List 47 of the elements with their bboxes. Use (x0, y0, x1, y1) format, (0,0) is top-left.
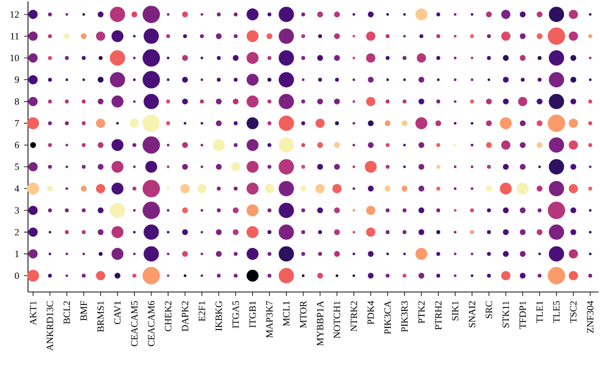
x-tick-label: PTRH2 (435, 301, 442, 330)
x-tick-label: DAPK2 (182, 301, 188, 332)
y-tick-label: 9 (14, 76, 19, 83)
x-tick-label: PDK4 (368, 300, 374, 324)
y-tick-label: 1 (15, 250, 19, 258)
x-tick-label: ITGA5 (232, 301, 239, 328)
x-tick-label: PTK2 (418, 301, 425, 324)
x-tick-label: TLE1 (536, 301, 543, 323)
x-tick-label: MAP3K7 (266, 301, 273, 338)
x-tick-label: ZNF304 (586, 300, 594, 333)
x-tick-label: PIK3R3 (401, 301, 408, 332)
x-tick-label: MYBBP1A (316, 300, 324, 346)
x-tick-label: CEACAM5 (131, 301, 138, 346)
x-tick-label: SIK1 (452, 301, 458, 320)
y-tick-label: 11 (10, 33, 19, 40)
x-tick-label: BRMS1 (97, 301, 104, 332)
x-tick-label: SNAI2 (468, 301, 476, 328)
y-tick-label: 3 (14, 207, 19, 214)
x-tick-label: STK11 (502, 301, 510, 328)
x-tick-label: PIK3CA (384, 300, 391, 334)
y-tick-label: 10 (10, 54, 19, 62)
x-tick-label: CEACAM6 (148, 300, 154, 346)
x-tick-label: IKBKG (216, 301, 222, 331)
y-tick-label: 7 (15, 120, 20, 126)
x-tick-label: AKT1 (30, 301, 36, 326)
y-tick-label: 2 (14, 228, 19, 236)
x-tick-label: ANKRD13C (46, 301, 54, 351)
x-tick-label: TLE5 (553, 301, 560, 323)
x-tick-label: ITGB1 (249, 301, 256, 328)
x-tick-label: E2F1 (198, 301, 206, 322)
x-tick-label: CAV1 (114, 301, 121, 324)
x-tick-label: CHEK2 (164, 301, 172, 332)
x-tick-label: MCL1 (283, 301, 290, 326)
x-tick-label: SRC (486, 301, 492, 318)
y-tick-label: 8 (14, 98, 19, 105)
y-tick-label: 6 (14, 142, 20, 148)
y-tick-label: 5 (15, 164, 19, 170)
y-tick-label: 12 (10, 11, 19, 18)
y-tick-label: 4 (14, 185, 20, 192)
x-tick-label: TSC2 (570, 301, 577, 323)
x-tick-label: TFDP1 (520, 301, 526, 329)
x-tick-label: BCL2 (64, 301, 70, 324)
x-tick-label: MTOR (300, 300, 306, 328)
x-tick-label: NOTCH1 (334, 301, 340, 338)
x-tick-label: BMF (80, 301, 87, 321)
x-tick-label: NTRK2 (350, 301, 358, 332)
y-tick-label: 0 (14, 272, 19, 279)
